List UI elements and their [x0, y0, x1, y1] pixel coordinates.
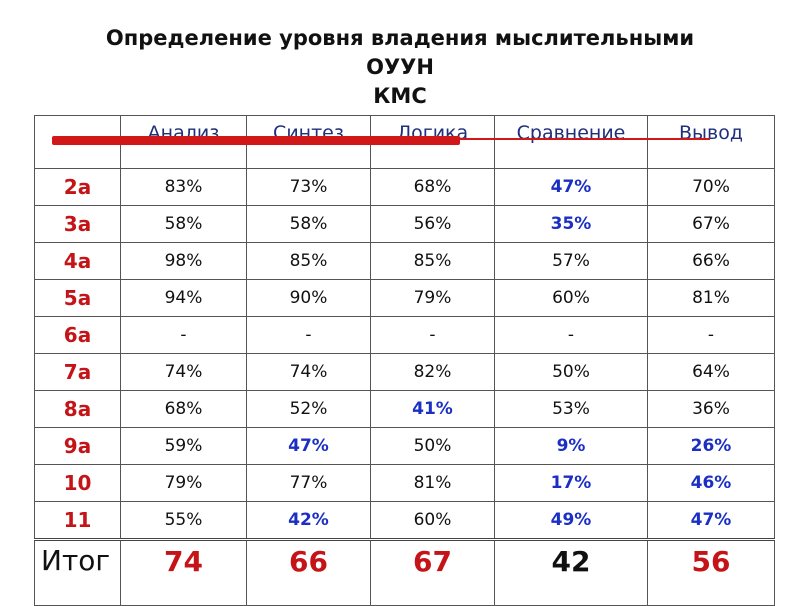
table-row: 7а 74% 74% 82% 50% 64% [34, 353, 775, 391]
row-label: 8а [34, 390, 121, 428]
table-cell: 66% [647, 242, 775, 280]
table-cell: 26% [647, 427, 775, 465]
table-cell: 55% [120, 501, 247, 540]
table-row: 11 55% 42% 60% 49% 47% [34, 501, 775, 540]
table-cell: 70% [647, 168, 775, 206]
table-cell: 58% [246, 205, 371, 243]
table-cell: 67% [647, 205, 775, 243]
row-label: 6а [34, 316, 121, 354]
table-cell: 74% [120, 353, 247, 391]
table-cell: 53% [494, 390, 648, 428]
table-cell: 64% [647, 353, 775, 391]
table-cell: 82% [370, 353, 495, 391]
table-row: 4а 98% 85% 85% 57% 66% [34, 242, 775, 280]
title-line-2: ОУУН [366, 55, 434, 79]
table-cell: 35% [494, 205, 648, 243]
table-cell: 68% [120, 390, 247, 428]
table-cell: 98% [120, 242, 247, 280]
table-cell: - [370, 316, 495, 354]
table-cell: 9% [494, 427, 648, 465]
table-cell: 60% [370, 501, 495, 540]
table-cell: 47% [246, 427, 371, 465]
table-row: 2а 83% 73% 68% 47% 70% [34, 168, 775, 206]
red-strike-line [460, 138, 710, 140]
table-cell: 57% [494, 242, 648, 280]
table-cell: 79% [370, 279, 495, 317]
column-header: Вывод [647, 115, 775, 169]
total-cell: 42 [494, 538, 648, 606]
row-label: 2а [34, 168, 121, 206]
table-cell: 94% [120, 279, 247, 317]
title-line-3: КМС [373, 84, 427, 108]
results-table: Анализ Синтез Логика Сравнение Вывод 2а 83% 73%… [34, 115, 775, 606]
table-cell: 17% [494, 464, 648, 502]
table-cell: 50% [494, 353, 648, 391]
table-cell: - [246, 316, 371, 354]
table-cell: 77% [246, 464, 371, 502]
row-label: 11 [34, 501, 121, 540]
table-cell: 41% [370, 390, 495, 428]
table-cell: 85% [370, 242, 495, 280]
total-cell: 66 [246, 538, 371, 606]
row-label: 7а [34, 353, 121, 391]
table-cell: 79% [120, 464, 247, 502]
total-label: Итог [34, 538, 121, 606]
total-cell: 74 [120, 538, 247, 606]
table-cell: 49% [494, 501, 648, 540]
row-label: 5а [34, 279, 121, 317]
red-strike-bar [52, 136, 460, 145]
table-cell: 73% [246, 168, 371, 206]
total-row: Итог 74 66 67 42 56 [34, 538, 775, 606]
table-cell: 52% [246, 390, 371, 428]
table-cell: 74% [246, 353, 371, 391]
table-cell: - [494, 316, 648, 354]
table-cell: 60% [494, 279, 648, 317]
table-cell: 68% [370, 168, 495, 206]
table-row: 6а - - - - - [34, 316, 775, 354]
row-label: 3а [34, 205, 121, 243]
table-row: 5а 94% 90% 79% 60% 81% [34, 279, 775, 317]
table-cell: - [647, 316, 775, 354]
table-cell: 56% [370, 205, 495, 243]
total-cell: 56 [647, 538, 775, 606]
table-cell: 42% [246, 501, 371, 540]
table-cell: 59% [120, 427, 247, 465]
table-cell: - [120, 316, 247, 354]
table-cell: 46% [647, 464, 775, 502]
page-title: Определение уровня владения мыслительным… [0, 24, 800, 111]
table-cell: 81% [647, 279, 775, 317]
table-row: 9а 59% 47% 50% 9% 26% [34, 427, 775, 465]
row-label: 9а [34, 427, 121, 465]
table-row: 10 79% 77% 81% 17% 46% [34, 464, 775, 502]
table-cell: 81% [370, 464, 495, 502]
table-cell: 47% [494, 168, 648, 206]
table-cell: 58% [120, 205, 247, 243]
column-header: Сравнение [494, 115, 648, 169]
table-cell: 47% [647, 501, 775, 540]
table-cell: 90% [246, 279, 371, 317]
row-label: 4а [34, 242, 121, 280]
table-row: 8а 68% 52% 41% 53% 36% [34, 390, 775, 428]
table-row: 3а 58% 58% 56% 35% 67% [34, 205, 775, 243]
row-label: 10 [34, 464, 121, 502]
table-cell: 85% [246, 242, 371, 280]
total-cell: 67 [370, 538, 495, 606]
table-cell: 83% [120, 168, 247, 206]
table-cell: 36% [647, 390, 775, 428]
table-cell: 50% [370, 427, 495, 465]
title-line-1: Определение уровня владения мыслительным… [105, 26, 695, 50]
